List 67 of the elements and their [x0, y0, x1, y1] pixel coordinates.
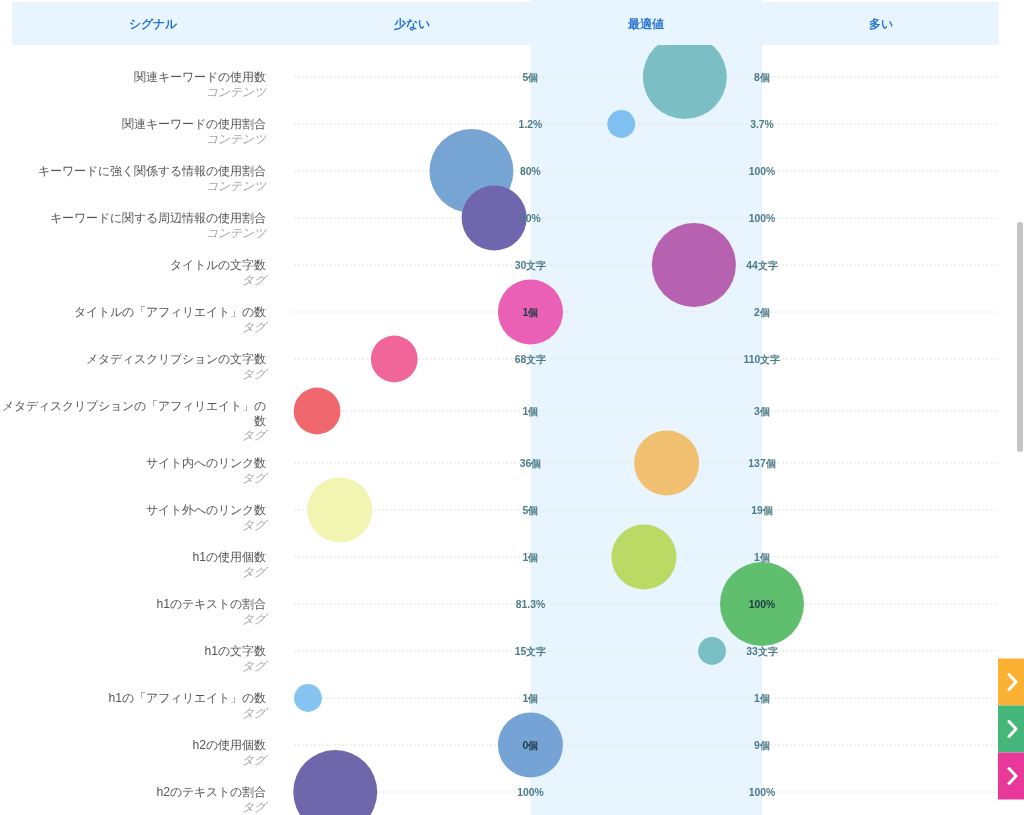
annotation: 110文字: [743, 353, 781, 365]
group-label: タグ: [242, 470, 266, 485]
y-tick-label: タイトルの文字数: [170, 258, 266, 273]
group-label: タグ: [242, 366, 266, 381]
y-tick-label: メタディスクリプションの「アフィリエイト」の数: [2, 399, 266, 428]
group-label: タグ: [242, 752, 266, 767]
y-tick-label: h1の使用個数: [192, 550, 266, 565]
annotation: 100%: [748, 786, 776, 798]
annotation: 5個: [522, 71, 539, 83]
annotation: 1個: [522, 306, 539, 318]
annotation: 3個: [754, 405, 770, 417]
annotation: 80%: [520, 165, 541, 177]
group-label: タグ: [242, 658, 266, 673]
annotation: 3.7%: [750, 118, 774, 130]
annotation: 36個: [519, 457, 542, 469]
y-tick-label: メタディスクリプションの文字数: [86, 352, 266, 367]
annotation: 1個: [522, 405, 539, 417]
column-heading: 多い: [868, 17, 893, 30]
group-label: コンテンツ: [206, 131, 266, 146]
group-label: コンテンツ: [206, 225, 266, 240]
group-label: コンテンツ: [206, 178, 266, 193]
annotation: 2個: [754, 306, 770, 318]
group-label: タグ: [242, 799, 266, 814]
band-label: 最適値: [628, 17, 665, 30]
annotation: 19個: [751, 504, 773, 516]
group-label: タグ: [242, 517, 266, 532]
group-label: タグ: [242, 272, 266, 287]
y-tick-label: キーワードに強く関係する情報の使用割合: [38, 164, 266, 179]
annotation: 100%: [748, 165, 776, 177]
group-label: タグ: [242, 705, 266, 720]
annotation: 100%: [748, 212, 776, 224]
annotation: 1個: [754, 692, 770, 704]
y-tick-label: h1のテキストの割合: [156, 597, 266, 612]
y-tick-label: サイト外へのリンク数: [146, 503, 266, 518]
annotation: 81.3%: [515, 598, 546, 610]
group-label: タグ: [242, 611, 266, 626]
y-tick-label: h2の使用個数: [192, 738, 266, 753]
y-tick-label: タイトルの「アフィリエイト」の数: [74, 305, 266, 320]
y-tick-label: h1の「アフィリエイト」の数: [108, 691, 266, 706]
annotation: 1個: [522, 551, 539, 563]
group-label: タグ: [242, 428, 266, 442]
annotation: 5個: [522, 504, 539, 516]
annotation: 33文字: [746, 645, 778, 657]
annotation: 9個: [754, 739, 770, 751]
annotation: 0個: [522, 739, 539, 751]
annotation: 1個: [754, 551, 770, 563]
y-tick-label: サイト内へのリンク数: [146, 456, 266, 471]
annotation: 100%: [748, 598, 776, 610]
annotation: 100%: [517, 786, 544, 798]
annotation: 1.2%: [518, 118, 543, 130]
y-tick-label: キーワードに関する周辺情報の使用割合: [50, 211, 266, 226]
annotation: 44文字: [746, 259, 778, 271]
column-heading: 少ない: [394, 17, 431, 30]
y-tick-label: 関連キーワードの使用数: [134, 70, 266, 85]
annotation: 68文字: [514, 353, 547, 365]
annotation: 1個: [522, 692, 539, 704]
annotation: 8個: [754, 71, 770, 83]
y-tick-label: 関連キーワードの使用割合: [122, 117, 266, 132]
y-tick-label: h1の文字数: [204, 644, 266, 659]
annotation: 15文字: [514, 645, 547, 657]
y-tick-label: h2のテキストの割合: [156, 785, 266, 800]
group-label: タグ: [242, 319, 266, 334]
annotation: 137個: [748, 457, 776, 469]
annotation: 30文字: [514, 259, 547, 271]
group-label: コンテンツ: [206, 84, 266, 99]
group-label: タグ: [242, 564, 266, 579]
y-axis-title: シグナル: [129, 17, 177, 30]
